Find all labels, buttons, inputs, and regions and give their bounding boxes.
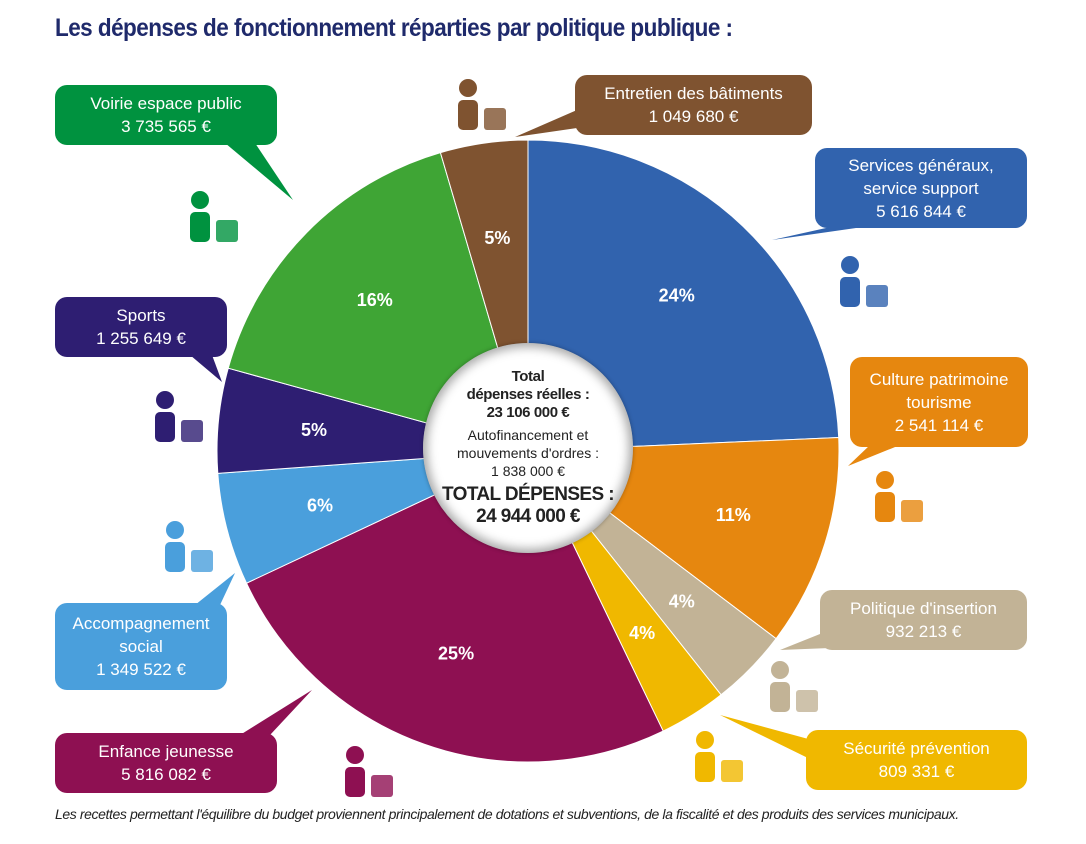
callout-pointer (225, 143, 293, 200)
road-worker-icon (190, 191, 238, 242)
callout-pointer (720, 715, 812, 760)
category-label-box: Sécurité prévention 809 331 € (806, 730, 1027, 790)
category-name: Accompagnement (72, 614, 210, 633)
category-amount: 1 349 522 € (96, 660, 186, 679)
self-financing-amount: 1 838 000 € (491, 463, 565, 479)
category-label-box: Entretien des bâtiments 1 049 680 € (575, 75, 812, 135)
callout-pointer (848, 445, 900, 466)
category-name: Services généraux, (848, 155, 994, 175)
category-amount: 809 331 € (878, 762, 955, 781)
category-name: Enfance jeunesse (98, 742, 234, 761)
total-real-expenses: 23 106 000 € (486, 404, 570, 421)
footnote: Les recettes permettant l'équilibre du b… (55, 806, 959, 822)
category-amount: 3 735 565 € (121, 117, 211, 136)
center-line: mouvements d'ordres : (457, 445, 599, 461)
category-amount: 1 049 680 € (648, 107, 739, 126)
category-label-box: Enfance jeunesse 5 816 082 € (55, 733, 277, 793)
center-totals: Total dépenses réelles : 23 106 000 € Au… (423, 343, 633, 553)
children-faces-icon (345, 746, 393, 797)
category-name: Entretien des bâtiments (604, 84, 783, 103)
callout-pointer (515, 110, 577, 137)
category-label-box: Accompagnement social 1 349 522 € (55, 603, 227, 690)
slice-percent-label: 16% (357, 290, 393, 310)
category-label-box: Voirie espace public 3 735 565 € (55, 85, 277, 145)
center-line: Autofinancement et (467, 427, 589, 443)
slice-percent-label: 4% (629, 623, 655, 643)
category-amount: 5 816 082 € (121, 765, 211, 784)
computer-email-icon (840, 256, 888, 307)
elderly-people-icon (165, 521, 213, 572)
category-amount: 932 213 € (885, 622, 962, 641)
callout-pointer (195, 573, 235, 605)
category-amount: 2 541 114 € (894, 415, 984, 435)
category-label-box: Services généraux, service support 5 616 8… (815, 148, 1027, 228)
category-name: service support (863, 178, 979, 198)
category-label-box: Sports 1 255 649 € (55, 297, 227, 357)
slice-percent-label: 6% (307, 495, 333, 515)
category-name: Sécurité prévention (843, 739, 990, 758)
category-name: Politique d'insertion (850, 599, 997, 618)
runner-ball-icon (155, 391, 203, 442)
callout-pointer (772, 226, 870, 240)
category-name: Sports (116, 306, 166, 325)
category-name: social (119, 637, 163, 656)
category-label-box: Culture patrimoine tourisme 2 541 114 € (850, 357, 1028, 447)
category-name: Culture patrimoine (869, 369, 1009, 389)
slice-percent-label: 25% (438, 644, 474, 664)
category-label-box: Politique d'insertion 932 213 € (820, 590, 1027, 650)
center-line: Total (511, 368, 545, 385)
chart-title: Les dépenses de fonctionnement réparties… (55, 14, 733, 42)
callout-pointer (190, 355, 222, 382)
bricks-trowel-icon (458, 79, 506, 130)
category-name: tourisme (906, 392, 972, 412)
slice-percent-label: 5% (484, 228, 510, 248)
police-officer-icon (695, 731, 743, 782)
puzzle-icon (770, 661, 818, 712)
callout-pointer (780, 630, 830, 650)
slice-percent-label: 5% (301, 420, 327, 440)
center-line: dépenses réelles : (466, 386, 590, 403)
crowd-celebration-icon (875, 471, 923, 522)
slice-percent-label: 24% (659, 286, 695, 306)
category-amount: 5 616 844 € (876, 201, 966, 221)
total-expenses: 24 944 000 € (476, 506, 580, 527)
pie-slice (527, 139, 840, 452)
category-name: Voirie espace public (90, 94, 242, 113)
center-line: TOTAL DÉPENSES : (442, 484, 615, 505)
slice-percent-label: 4% (669, 591, 695, 611)
category-amount: 1 255 649 € (96, 329, 186, 348)
callout-pointer (240, 690, 312, 735)
slice-percent-label: 11% (716, 505, 751, 525)
